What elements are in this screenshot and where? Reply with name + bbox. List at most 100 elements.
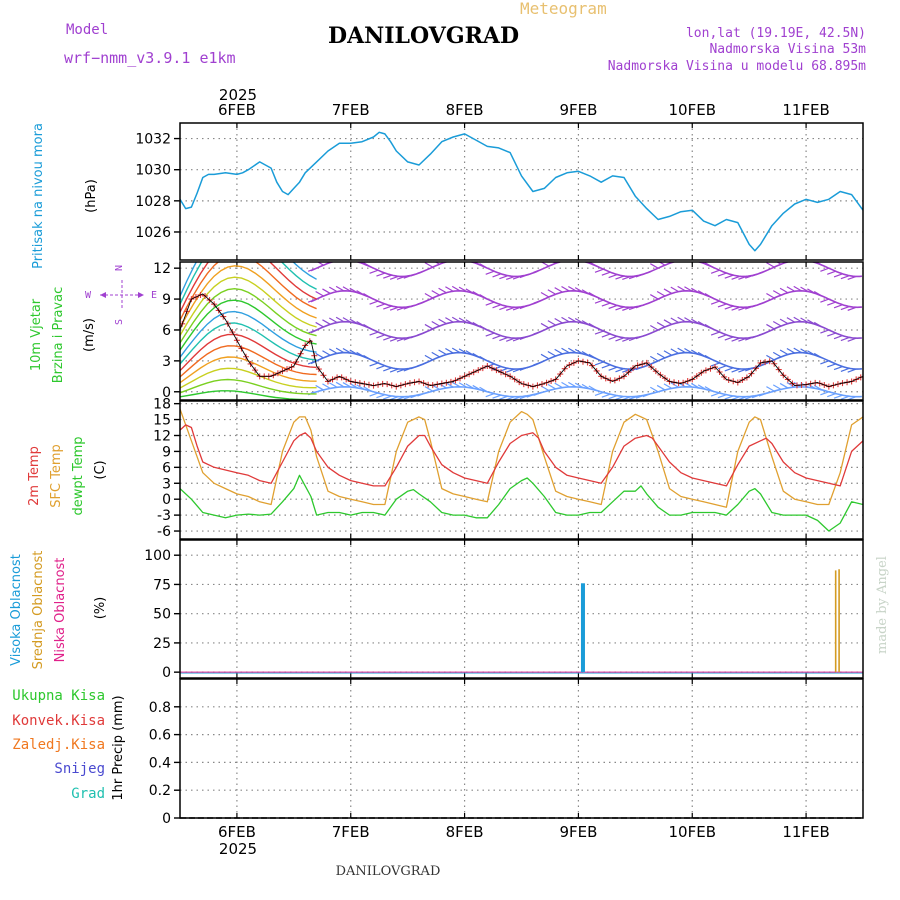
wind-vector [485, 270, 495, 275]
wind-vector [359, 262, 365, 265]
wind-vector [512, 337, 522, 342]
wind-vector [710, 331, 720, 336]
wind-vector [499, 305, 509, 311]
wind-vector [389, 368, 399, 373]
wind-vector [322, 288, 331, 294]
year-top-label: 2025 [219, 86, 257, 104]
wind-vector [670, 382, 679, 388]
wind-vector [663, 350, 673, 356]
x-tick-label-bottom: 9FEB [559, 823, 597, 841]
elevation-text: Nadmorska Visina 53m [709, 42, 866, 57]
wind-vector [369, 300, 379, 305]
wind-vector [473, 262, 481, 266]
wind-vector [684, 348, 693, 354]
wind-fan-line [180, 262, 317, 313]
panel-border [179, 122, 864, 261]
wind-vector [465, 288, 474, 294]
wind-vector [472, 291, 481, 297]
wind-vector [512, 395, 522, 400]
wind-vector [574, 287, 584, 293]
wind-vector [472, 384, 481, 391]
wind-vector [554, 287, 563, 293]
wind-vector [410, 394, 420, 399]
wind-vector [568, 316, 577, 323]
temp-axis-title-2m: 2m Temp [27, 446, 42, 506]
wind-vector [499, 275, 509, 280]
wind-vector [793, 316, 802, 323]
wind-vector [650, 386, 659, 393]
wind-vector [615, 368, 625, 373]
wind-vector [389, 337, 399, 342]
wind-vector [369, 362, 379, 367]
sfc-temp-line [180, 408, 863, 508]
wind-vector [642, 393, 652, 398]
wind-vector [690, 382, 700, 389]
wind-vector [608, 366, 618, 371]
wind-vector [594, 268, 604, 273]
wind-vector [779, 287, 789, 294]
wind-vector [485, 301, 495, 306]
wind-vector [601, 364, 611, 369]
high-cloud-bar [580, 583, 585, 673]
wind-vector [328, 382, 338, 388]
wind-vector [554, 317, 563, 324]
wind-vector [833, 365, 843, 371]
wind-vector [424, 386, 434, 392]
wind-vector [322, 383, 331, 389]
wind-vector [328, 348, 338, 354]
wind-vector [383, 367, 392, 372]
wind-vector [376, 303, 386, 308]
wind-vector [465, 319, 474, 325]
wind-vector [615, 275, 625, 280]
wind-vector [622, 337, 631, 342]
wind-vector [568, 285, 577, 292]
y-tick-label: -6 [157, 524, 171, 540]
wind-vector [758, 300, 768, 305]
compass-s-label: S [114, 319, 125, 325]
wind-vector [758, 331, 768, 336]
wind-vector [431, 351, 440, 358]
y-tick-label: 1028 [135, 194, 171, 210]
compass-w-label: W [85, 290, 92, 301]
wind-vector [389, 275, 399, 280]
wind-vector [356, 384, 365, 390]
wind-vector [827, 270, 836, 275]
wind-vector [656, 321, 666, 328]
wind-isoline-6 [310, 320, 862, 340]
wind-vector [554, 348, 563, 355]
wind-vector [574, 317, 584, 324]
wind-vector [650, 263, 659, 269]
wind-vector [389, 306, 399, 311]
wind-vector [776, 262, 782, 265]
wind-vector [677, 285, 686, 292]
precip-axis-unit: 1hr Precip (mm) [111, 695, 126, 800]
wind-vector [506, 306, 515, 311]
wind-vector [533, 330, 543, 335]
wind-vector [779, 349, 789, 356]
cloud-plot-area [180, 540, 863, 678]
y-tick-label: 75 [153, 577, 171, 593]
wind-vector [704, 354, 714, 361]
wind-vector [601, 302, 611, 307]
wind-vector [738, 368, 748, 373]
wind-vector [766, 354, 775, 361]
wind-vector [356, 320, 365, 327]
wind-vector [533, 299, 543, 304]
y-tick-label: 1026 [135, 225, 171, 241]
wind-vector [745, 395, 754, 400]
wind-vector [684, 317, 693, 323]
wind-vector [417, 362, 427, 367]
wind-vector [717, 303, 727, 308]
wind-vector [588, 385, 597, 392]
wind-vector [704, 293, 714, 299]
wind-vector [547, 383, 556, 390]
cloud-axis-title-mid: Srednja Oblacnost [31, 551, 46, 670]
wind-vector [642, 270, 652, 275]
wind-vector [786, 317, 796, 323]
wind-vector [438, 287, 447, 294]
wind-fan-line [180, 299, 317, 351]
wind-vector [389, 396, 399, 400]
wind-vector [677, 347, 686, 354]
wind-vector [547, 320, 556, 326]
